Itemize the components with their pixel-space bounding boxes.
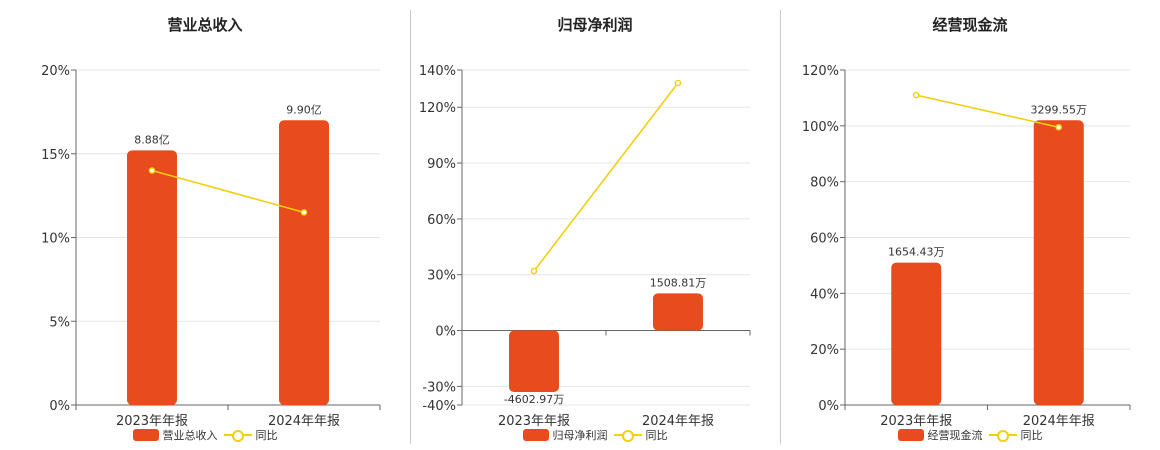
y-tick-label: 20% — [41, 64, 70, 79]
x-category-label: 2023年年报 — [498, 414, 570, 429]
y-tick-label: 40% — [810, 287, 839, 302]
y-tick-label: 120% — [419, 101, 456, 116]
panel-divider — [410, 10, 411, 444]
legend-label-line: 同比 — [255, 429, 278, 442]
chart-title: 归母净利润 — [557, 16, 633, 34]
legend-label-line: 同比 — [645, 429, 668, 442]
x-category-label: 2024年年报 — [642, 414, 714, 429]
yoy-point — [912, 91, 920, 99]
bar-value-label: 1508.81万 — [650, 276, 707, 289]
legend-item-bar[interactable]: 经营现金流 — [897, 427, 983, 443]
y-tick-label: 20% — [810, 343, 839, 358]
legend-bar-swatch — [522, 429, 549, 441]
yoy-point — [674, 79, 682, 87]
x-category-label: 2023年年报 — [880, 414, 952, 429]
chart-title: 营业总收入 — [167, 16, 243, 34]
yoy-point — [1055, 123, 1063, 131]
bar-value-label: 1654.43万 — [888, 246, 945, 259]
legend-label-bar: 归母净利润 — [552, 429, 608, 442]
y-tick-label: 60% — [427, 213, 456, 228]
bar — [279, 120, 329, 405]
legend: 经营现金流 同比 — [780, 427, 1160, 443]
bar-value-label: -4602.97万 — [504, 393, 564, 406]
yoy-line — [916, 94, 1059, 129]
bar — [891, 262, 942, 405]
x-category-label: 2023年年报 — [116, 414, 188, 429]
legend-line-swatch — [613, 429, 642, 442]
y-tick-label: 30% — [427, 269, 456, 284]
legend-line-swatch — [988, 429, 1017, 442]
chart-svg-net-profit: -40% -30% 0% 30% 60% 90% 120% 140% -4602.97万 1508… — [419, 64, 751, 429]
legend-label-line: 同比 — [1020, 429, 1043, 442]
y-tick-label: 0% — [435, 325, 456, 340]
chart-svg-revenue: 0% 5% 10% 15% 20% 8.88亿 9.90亿 2023年年报 2024年年报 — [41, 64, 381, 429]
chart-panel-revenue: 营业总收入 0% 5% 10% 15% 20% 8.88亿 9.90亿 2023年年报 2024… — [0, 0, 410, 450]
y-tick-label: 0% — [818, 399, 839, 414]
x-category-label: 2024年年报 — [1023, 414, 1095, 429]
legend: 营业总收入 同比 — [0, 427, 410, 443]
x-category-label: 2024年年报 — [268, 414, 340, 429]
y-tick-label: 90% — [427, 157, 456, 172]
y-tick-label: 10% — [41, 232, 70, 247]
legend-item-line[interactable]: 同比 — [613, 427, 668, 443]
y-tick-label: 120% — [802, 64, 839, 79]
chart-panel-cash-flow: 经营现金流 0% 20% 40% 60% 80% 100% 120% 1654.43万 3299… — [780, 0, 1160, 450]
bar-value-label: 8.88亿 — [134, 133, 170, 146]
y-tick-label: -30% — [422, 380, 456, 395]
legend-bar-swatch — [132, 429, 159, 441]
yoy-line — [533, 82, 679, 272]
y-tick-label: 100% — [802, 120, 839, 135]
y-tick-label: 60% — [810, 232, 839, 247]
legend-bar-swatch — [897, 429, 924, 441]
bar — [127, 150, 177, 405]
bar-value-label: 9.90亿 — [286, 103, 322, 116]
legend-label-bar: 营业总收入 — [162, 429, 218, 442]
legend-line-swatch — [223, 429, 252, 442]
legend-item-line[interactable]: 同比 — [988, 427, 1043, 443]
yoy-point — [530, 267, 538, 275]
legend-item-bar[interactable]: 归母净利润 — [522, 427, 608, 443]
chart-panel-net-profit: 归母净利润 -40% -30% 0% 30% 60% 90% 120% 140% -4602.9… — [410, 0, 780, 450]
legend-item-bar[interactable]: 营业总收入 — [132, 427, 218, 443]
bar — [509, 330, 559, 392]
y-tick-label: 140% — [419, 64, 456, 79]
y-tick-label: 0% — [49, 399, 70, 414]
panel-divider — [780, 10, 781, 444]
bar — [1033, 120, 1084, 405]
yoy-point — [148, 167, 156, 174]
legend: 归母净利润 同比 — [410, 427, 780, 443]
y-tick-label: 15% — [41, 148, 70, 163]
legend-label-bar: 经营现金流 — [927, 429, 983, 442]
chart-title: 经营现金流 — [932, 16, 1008, 34]
y-tick-label: 80% — [810, 176, 839, 191]
bar — [653, 293, 703, 331]
legend-item-line[interactable]: 同比 — [223, 427, 278, 443]
y-tick-label: -40% — [422, 399, 456, 414]
yoy-line — [151, 169, 305, 214]
y-tick-label: 5% — [49, 315, 70, 330]
yoy-point — [300, 209, 308, 216]
bar-value-label: 3299.55万 — [1031, 103, 1088, 116]
chart-svg-cash-flow: 0% 20% 40% 60% 80% 100% 120% 1654.43万 3299.55万 20… — [802, 64, 1131, 429]
